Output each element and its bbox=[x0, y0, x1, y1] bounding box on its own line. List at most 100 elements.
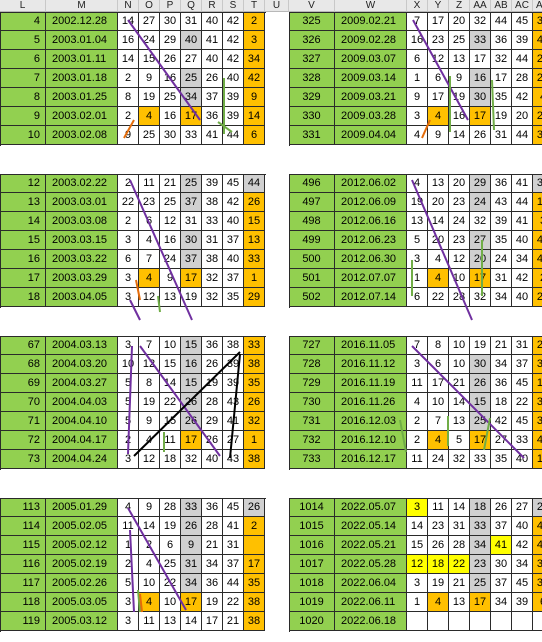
number-cell[interactable]: 24 bbox=[533, 69, 542, 88]
draw-date-cell[interactable]: 2003.03.22 bbox=[46, 250, 118, 269]
number-cell[interactable]: 14 bbox=[449, 498, 470, 517]
number-cell[interactable]: 39 bbox=[491, 212, 512, 231]
number-cell[interactable]: 30 bbox=[491, 555, 512, 574]
number-cell[interactable]: 38 bbox=[244, 593, 265, 612]
number-cell[interactable]: 22 bbox=[223, 593, 244, 612]
column-header-x[interactable]: X bbox=[407, 0, 428, 12]
number-cell[interactable] bbox=[449, 612, 470, 631]
number-cell[interactable]: 37 bbox=[223, 231, 244, 250]
number-cell[interactable]: 42 bbox=[223, 193, 244, 212]
draw-date-cell[interactable]: 2009.02.21 bbox=[335, 12, 407, 31]
draw-date-cell[interactable]: 2003.03.29 bbox=[46, 269, 118, 288]
number-cell[interactable]: 20 bbox=[470, 250, 491, 269]
number-cell[interactable]: 29 bbox=[244, 288, 265, 307]
row-number-cell[interactable]: 72 bbox=[0, 431, 46, 450]
number-cell[interactable]: 34 bbox=[470, 536, 491, 555]
column-header-w[interactable]: W bbox=[335, 0, 407, 12]
number-cell[interactable]: 40 bbox=[223, 69, 244, 88]
number-cell[interactable]: 38 bbox=[202, 250, 223, 269]
number-cell[interactable]: 22 bbox=[449, 555, 470, 574]
row-number-cell[interactable]: 502 bbox=[289, 288, 335, 307]
row-number-cell[interactable]: 330 bbox=[289, 107, 335, 126]
column-header-z[interactable]: Z bbox=[449, 0, 470, 12]
number-cell[interactable]: 20 bbox=[533, 336, 542, 355]
number-cell[interactable]: 45 bbox=[223, 498, 244, 517]
draw-date-cell[interactable]: 2002.12.28 bbox=[46, 12, 118, 31]
number-cell[interactable]: 34 bbox=[512, 555, 533, 574]
number-cell[interactable]: 15 bbox=[407, 536, 428, 555]
number-cell[interactable]: 33 bbox=[202, 212, 223, 231]
row-number-cell[interactable]: 1017 bbox=[289, 555, 335, 574]
number-cell[interactable]: 40 bbox=[512, 288, 533, 307]
number-cell[interactable]: 32 bbox=[470, 12, 491, 31]
draw-date-cell[interactable]: 2012.06.16 bbox=[335, 212, 407, 231]
draw-date-cell[interactable]: 2009.04.04 bbox=[335, 126, 407, 145]
draw-date-cell[interactable]: 2009.03.28 bbox=[335, 107, 407, 126]
number-cell[interactable]: 34 bbox=[202, 555, 223, 574]
column-header-r[interactable]: R bbox=[202, 0, 223, 12]
row-number-cell[interactable]: 16 bbox=[0, 250, 46, 269]
row-number-cell[interactable]: 70 bbox=[0, 393, 46, 412]
column-header-m[interactable]: M bbox=[46, 0, 118, 12]
draw-date-cell[interactable]: 2016.11.05 bbox=[335, 336, 407, 355]
draw-date-cell[interactable]: 2004.03.27 bbox=[46, 374, 118, 393]
number-cell[interactable] bbox=[491, 612, 512, 631]
number-cell[interactable]: 34 bbox=[244, 50, 265, 69]
row-number-cell[interactable]: 6 bbox=[0, 50, 46, 69]
number-cell[interactable]: 6 bbox=[244, 126, 265, 145]
number-cell[interactable]: 17 bbox=[470, 593, 491, 612]
number-cell[interactable]: 40 bbox=[223, 250, 244, 269]
number-cell[interactable]: 21 bbox=[202, 536, 223, 555]
number-cell[interactable]: 19 bbox=[491, 107, 512, 126]
number-cell[interactable]: 26 bbox=[470, 126, 491, 145]
number-cell[interactable]: 26 bbox=[491, 498, 512, 517]
number-cell[interactable]: 25 bbox=[139, 126, 160, 145]
number-cell[interactable]: 38 bbox=[244, 355, 265, 374]
number-cell[interactable]: 42 bbox=[512, 269, 533, 288]
number-cell[interactable]: 11 bbox=[139, 612, 160, 631]
number-cell[interactable]: 44 bbox=[533, 536, 542, 555]
column-header-l[interactable]: L bbox=[0, 0, 46, 12]
number-cell[interactable]: 2 bbox=[244, 12, 265, 31]
column-header-q[interactable]: Q bbox=[181, 0, 202, 12]
row-number-cell[interactable]: 9 bbox=[0, 107, 46, 126]
number-cell[interactable]: 38 bbox=[202, 193, 223, 212]
column-header-t[interactable]: T bbox=[244, 0, 265, 12]
number-cell[interactable]: 13 bbox=[533, 193, 542, 212]
column-header-v[interactable]: V bbox=[289, 0, 335, 12]
draw-date-cell[interactable]: 2022.05.21 bbox=[335, 536, 407, 555]
number-cell[interactable]: 31 bbox=[491, 269, 512, 288]
draw-date-cell[interactable]: 2012.06.02 bbox=[335, 174, 407, 193]
draw-date-cell[interactable]: 2005.02.12 bbox=[46, 536, 118, 555]
number-cell[interactable]: 40 bbox=[512, 231, 533, 250]
row-number-cell[interactable]: 8 bbox=[0, 88, 46, 107]
number-cell[interactable]: 13 bbox=[244, 231, 265, 250]
row-number-cell[interactable]: 331 bbox=[289, 126, 335, 145]
draw-date-cell[interactable]: 2003.01.25 bbox=[46, 88, 118, 107]
number-cell[interactable]: 3 bbox=[407, 574, 428, 593]
number-cell[interactable]: 32 bbox=[470, 212, 491, 231]
number-cell[interactable]: 42 bbox=[244, 69, 265, 88]
number-cell[interactable]: 23 bbox=[428, 517, 449, 536]
number-cell[interactable]: 21 bbox=[223, 612, 244, 631]
row-number-cell[interactable]: 13 bbox=[0, 193, 46, 212]
number-cell[interactable]: 38 bbox=[244, 612, 265, 631]
row-number-cell[interactable]: 501 bbox=[289, 269, 335, 288]
row-number-cell[interactable]: 115 bbox=[0, 536, 46, 555]
number-cell[interactable]: 14 bbox=[244, 107, 265, 126]
number-cell[interactable]: 41 bbox=[512, 212, 533, 231]
number-cell[interactable]: 17 bbox=[244, 555, 265, 574]
number-cell[interactable]: 17 bbox=[491, 69, 512, 88]
number-cell[interactable]: 14 bbox=[449, 126, 470, 145]
draw-date-cell[interactable]: 2016.11.26 bbox=[335, 393, 407, 412]
number-cell[interactable]: 28 bbox=[202, 517, 223, 536]
number-cell[interactable]: 11 bbox=[428, 498, 449, 517]
number-cell[interactable]: 3 bbox=[118, 612, 139, 631]
number-cell[interactable]: 42 bbox=[223, 50, 244, 69]
number-cell[interactable]: 39 bbox=[533, 412, 542, 431]
number-cell[interactable]: 1 bbox=[244, 269, 265, 288]
row-number-cell[interactable]: 18 bbox=[0, 288, 46, 307]
row-number-cell[interactable]: 325 bbox=[289, 12, 335, 31]
number-cell[interactable]: 3 bbox=[533, 212, 542, 231]
